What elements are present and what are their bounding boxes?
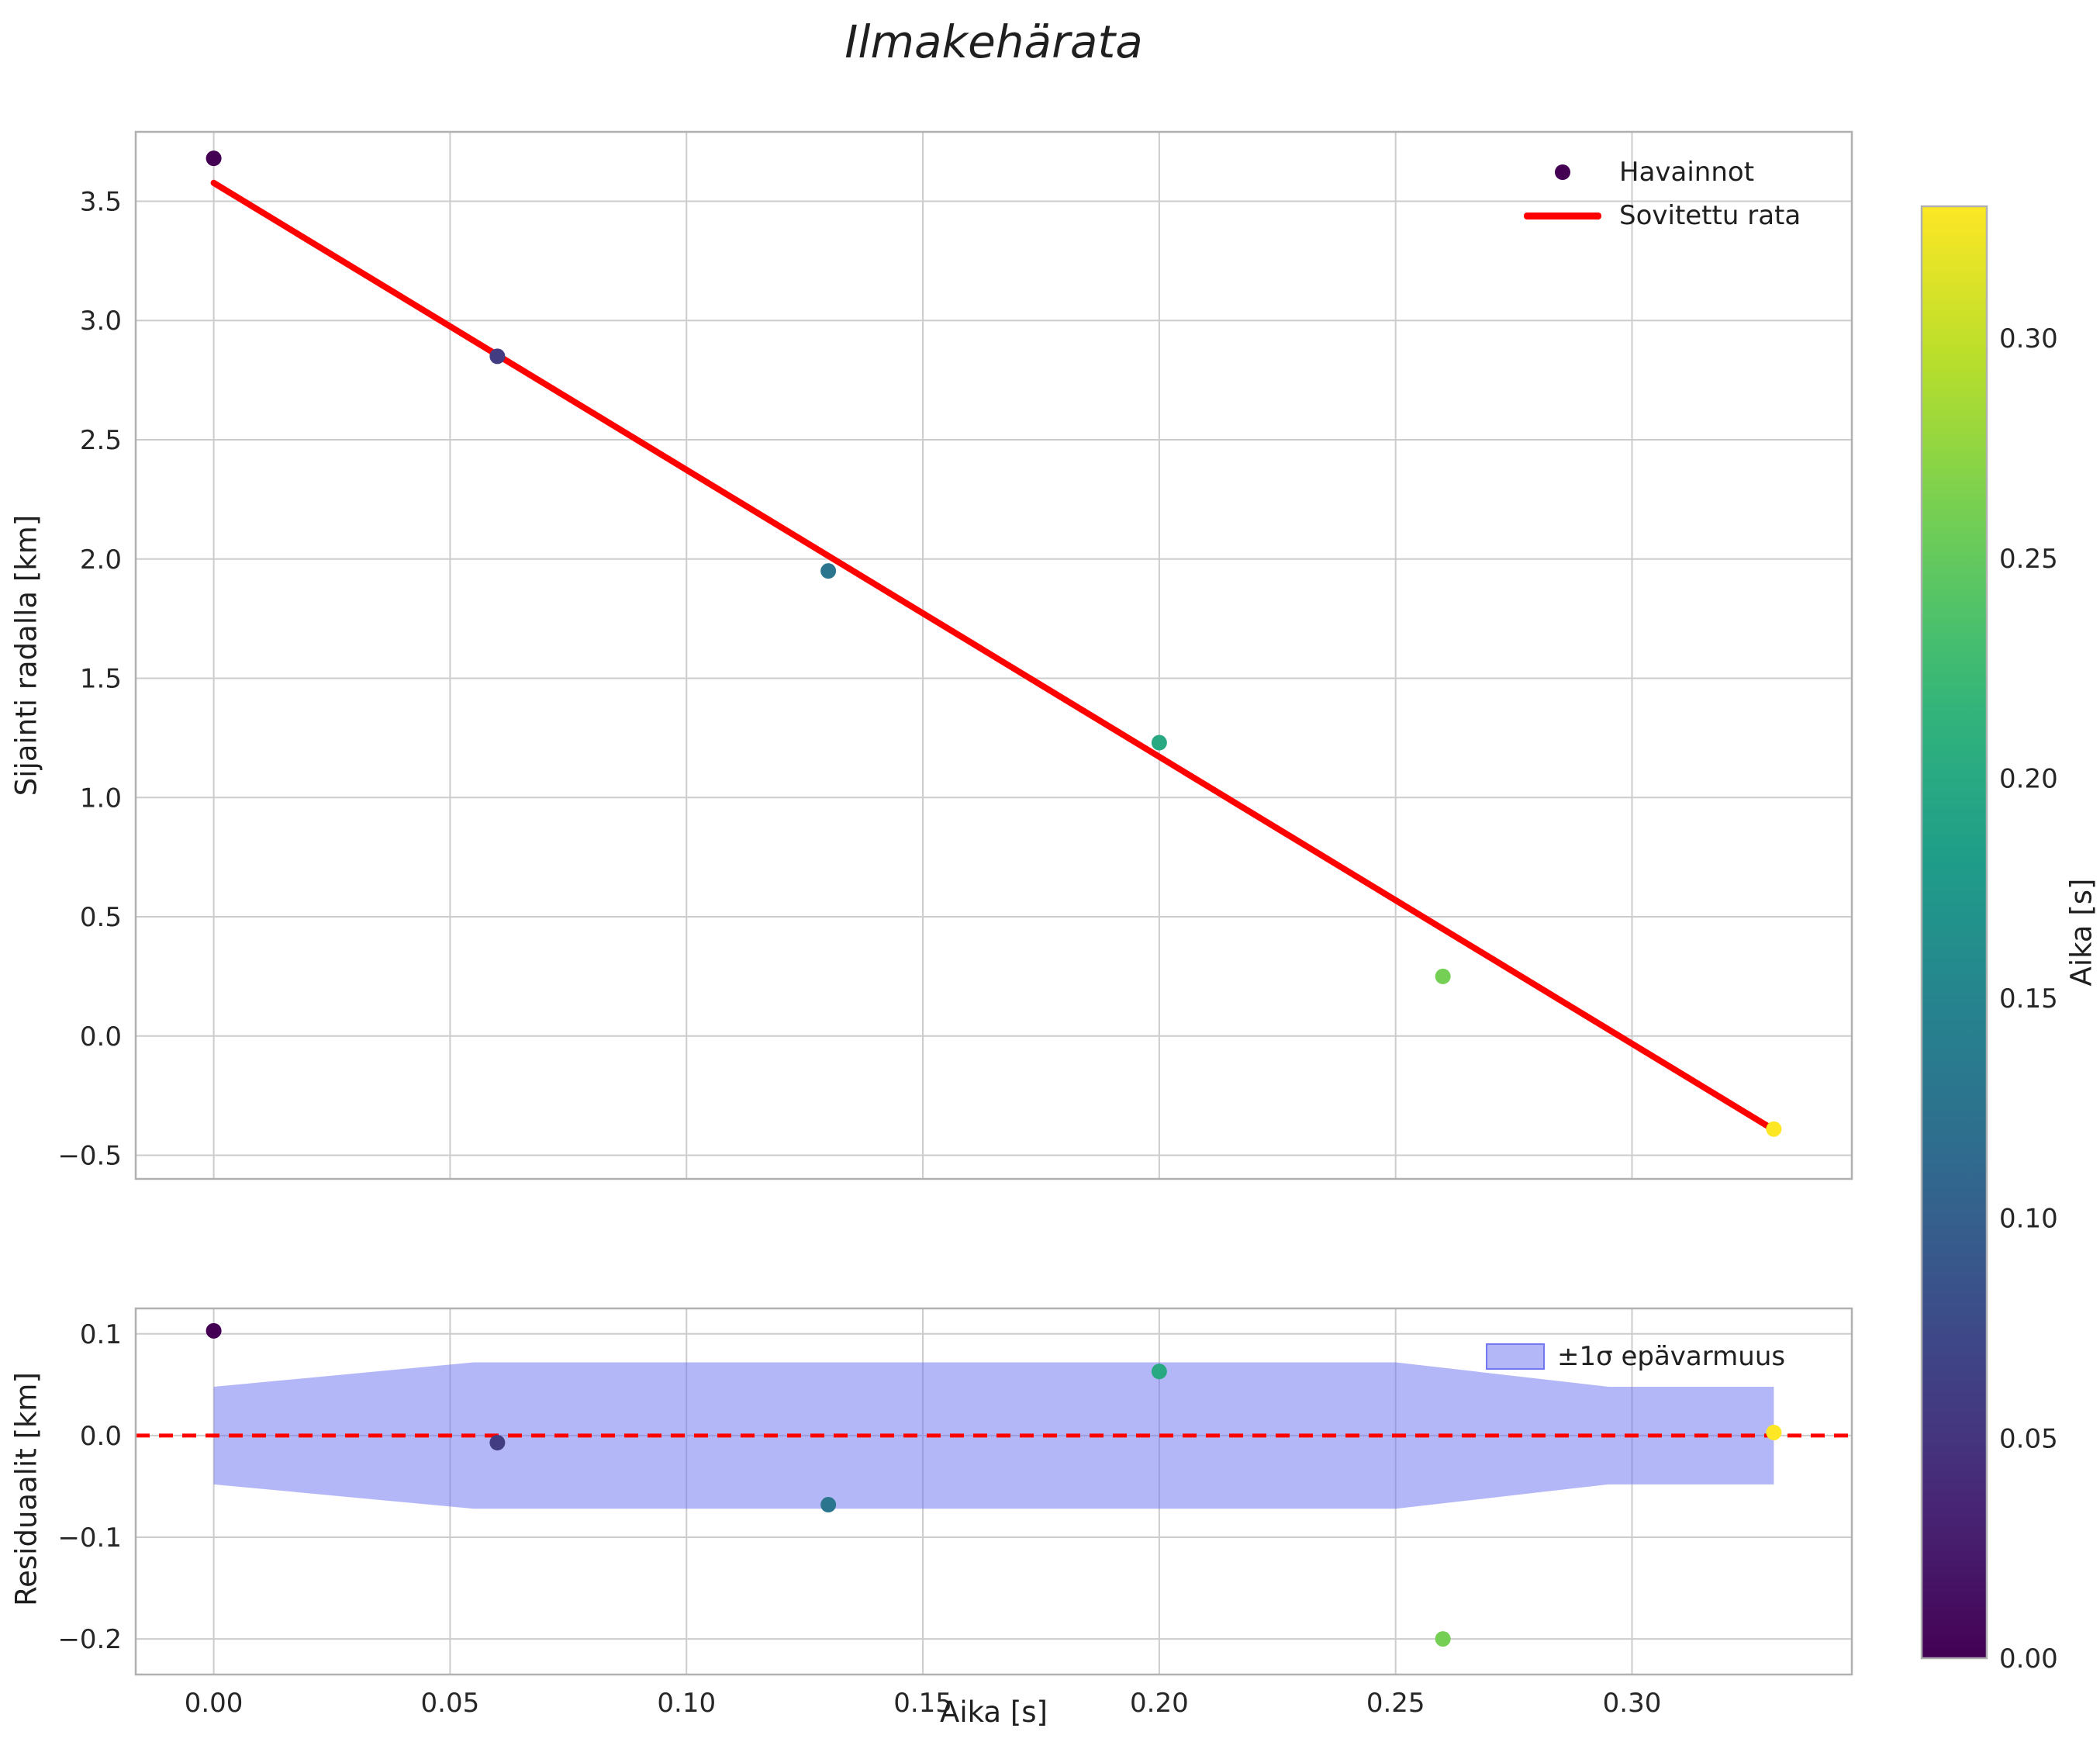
tick-label: 3.0 [80,306,122,337]
uncertainty-band [213,1362,1774,1509]
tick-label: 0.30 [1999,323,2058,354]
scatter-point [489,348,506,365]
residual-point [1766,1424,1782,1440]
colorbar: 0.30 0.25 0.20 0.15 0.10 0.05 0.00 [1920,205,2058,1675]
line-marker-icon [1524,212,1601,219]
tick-label: −0.5 [57,1141,122,1172]
residual-legend: ±1σ epävarmuus [1486,1341,1785,1372]
fit-line [210,179,1777,1133]
tick-label: 0.15 [1999,983,2058,1014]
tick-label: 1.5 [80,664,122,695]
legend-label-havainnot: Havainnot [1619,157,1755,188]
legend: Havainnot Sovitettu rata [1520,155,1801,233]
main-y-axis-label: Sijainti radalla [km] [9,514,43,797]
tick-label: 0.0 [80,1021,122,1052]
legend-handle [1520,212,1605,219]
tick-label: 0.25 [1999,544,2058,575]
tick-label: −0.2 [57,1624,122,1655]
residual-plot [134,1307,1853,1676]
chart-title: Ilmakehärata [844,16,1143,68]
xtick-labels: 0.00 0.05 0.10 0.15 0.20 0.25 0.30 [185,1688,1662,1719]
tick-label: −0.1 [57,1523,122,1554]
main-ytick-labels: 3.5 3.0 2.5 2.0 1.5 1.0 0.5 0.0 −0.5 [57,186,122,1171]
tick-label: 0.20 [1999,763,2058,794]
legend-item-sovitettu-rata: Sovitettu rata [1520,199,1801,233]
tick-label: 1.0 [80,783,122,814]
legend-handle [1520,164,1605,180]
tick-label: 0.20 [1130,1688,1189,1719]
tick-label: 2.5 [80,425,122,456]
residual-y-axis-label: Residuaalit [km] [9,1372,43,1606]
scatter-point [1766,1121,1782,1137]
legend-item-havainnot: Havainnot [1520,155,1801,189]
x-axis-label: Aika [s] [940,1695,1048,1729]
tick-label: 0.05 [421,1688,480,1719]
tick-label: 2.0 [80,544,122,575]
tick-label: 0.10 [657,1688,716,1719]
scatter-marker-icon [1555,164,1570,180]
tick-label: 3.5 [80,186,122,217]
scatter-point [820,563,837,579]
residual-axes-frame [134,1307,1853,1676]
main-axes-frame [134,130,1853,1180]
residual-ytick-labels: 0.1 0.0 −0.1 −0.2 [57,1319,122,1655]
residual-point [1151,1364,1167,1380]
scatter-point [1435,968,1451,984]
tick-label: 0.30 [1603,1688,1662,1719]
tick-label: 0.0 [80,1421,122,1452]
tick-label: 0.25 [1366,1688,1425,1719]
colorbar-gradient [1922,206,1987,1658]
tick-label: 0.5 [80,902,122,933]
tick-label: 0.00 [185,1688,244,1719]
colorbar-frame [1920,205,1988,1660]
residual-point [1435,1631,1451,1647]
residual-point [820,1497,837,1513]
tick-label: 0.05 [1999,1423,2058,1454]
residual-point [206,1322,222,1339]
legend-label-sovitettu-rata: Sovitettu rata [1619,200,1801,231]
tick-label: 0.00 [1999,1643,2058,1675]
legend-label-band: ±1σ epävarmuus [1557,1341,1786,1372]
tick-label: 0.15 [893,1688,952,1719]
band-swatch-icon [1486,1343,1545,1370]
main-plot [134,130,1853,1180]
colorbar-label: Aika [s] [2064,878,2098,987]
tick-label: 0.1 [80,1319,122,1350]
tick-label: 0.10 [1999,1204,2058,1235]
residual-point [489,1435,506,1451]
scatter-point [206,150,222,167]
scatter-point [1151,734,1167,751]
